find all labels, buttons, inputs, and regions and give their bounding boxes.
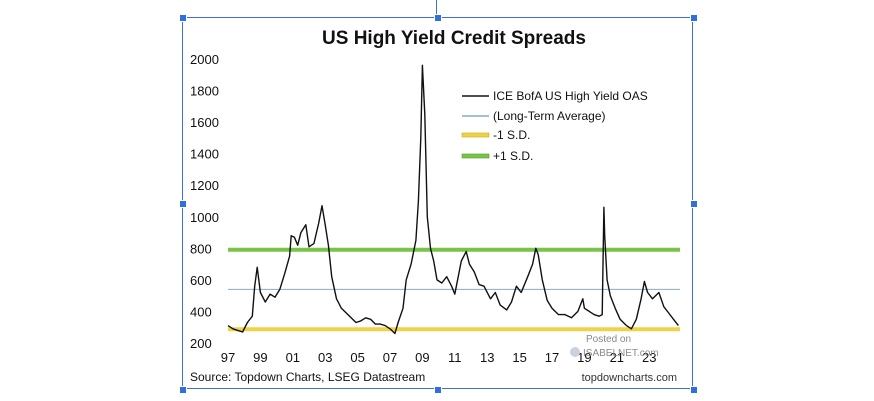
x-tick-label: 11	[448, 350, 462, 365]
legend-swatch-minus-sd	[461, 132, 490, 138]
reference-lines	[228, 247, 680, 332]
y-tick-label: 800	[190, 241, 212, 256]
resize-handle-top-left[interactable]	[179, 14, 187, 22]
y-tick-label: 600	[190, 273, 212, 288]
y-tick-label: 1800	[190, 84, 219, 99]
isabelnet-watermark: Posted on ISABELNET.com	[570, 334, 659, 359]
legend: ICE BofA US High Yield OAS (Long-Term Av…	[461, 89, 648, 163]
x-tick-label: 23	[642, 350, 656, 365]
x-tick-label: 05	[350, 350, 364, 365]
legend-label-plus-sd: +1 S.D.	[493, 149, 533, 163]
rotate-handle-line[interactable]	[436, 0, 437, 14]
y-tick-label: 1000	[190, 210, 219, 225]
resize-handle-bottom-right[interactable]	[690, 386, 698, 394]
resize-handle-top-center[interactable]	[434, 14, 442, 22]
series-line-oas	[227, 64, 679, 335]
x-tick-label: 97	[221, 350, 235, 365]
legend-label-oas: ICE BofA US High Yield OAS	[493, 89, 648, 103]
x-tick-label: 19	[577, 350, 591, 365]
y-tick-label: 200	[190, 336, 212, 351]
y-axis-ticks: 200 400 600 800 1000 1200 1400 1600 1800 2000	[190, 52, 219, 351]
x-tick-label: 15	[512, 350, 526, 365]
y-tick-label: 1200	[190, 178, 219, 193]
series-layer	[227, 64, 679, 335]
legend-label-average: (Long-Term Average)	[493, 109, 606, 123]
x-tick-label: 99	[253, 350, 267, 365]
x-tick-label: 09	[415, 350, 429, 365]
x-tick-label: 07	[383, 350, 397, 365]
x-tick-label: 01	[286, 350, 300, 365]
legend-swatch-plus-sd	[461, 153, 490, 159]
resize-handle-bottom-left[interactable]	[179, 386, 187, 394]
source-note: Source: Topdown Charts, LSEG Datastream	[190, 370, 425, 384]
resize-handle-middle-right[interactable]	[690, 200, 698, 208]
x-tick-label: 13	[480, 350, 494, 365]
y-tick-label: 1400	[190, 147, 219, 162]
chart-title: US High Yield Credit Spreads	[322, 28, 586, 49]
watermark-posted-on: Posted on	[586, 334, 631, 345]
legend-label-minus-sd: -1 S.D.	[493, 128, 530, 142]
globe-icon	[570, 347, 580, 357]
credit-note: topdowncharts.com	[582, 372, 677, 384]
x-tick-label: 21	[610, 350, 624, 365]
x-tick-label: 17	[545, 350, 559, 365]
x-axis-ticks: 97 99 01 03 05 07 09 11 13 15 17 19 21 23	[221, 350, 657, 365]
y-tick-label: 1600	[190, 115, 219, 130]
y-tick-label: 2000	[190, 52, 219, 67]
x-tick-label: 03	[318, 350, 332, 365]
resize-handle-top-right[interactable]	[690, 14, 698, 22]
resize-handle-bottom-center[interactable]	[434, 386, 442, 394]
watermark-brand: ISABELNET.com	[583, 348, 659, 359]
y-tick-label: 400	[190, 304, 212, 319]
resize-handle-middle-left[interactable]	[179, 200, 187, 208]
